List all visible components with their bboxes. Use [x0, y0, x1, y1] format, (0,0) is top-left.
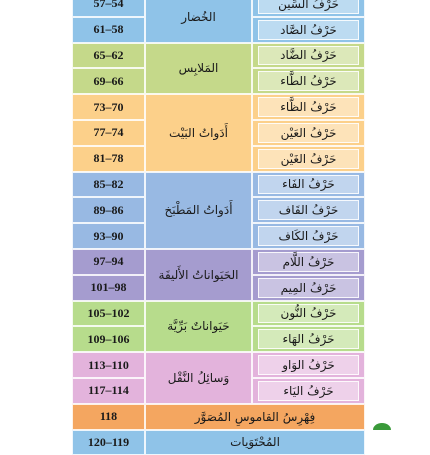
letter-bg — [252, 120, 365, 146]
page: {"sections":[ {"title":"الخُضار","color"… — [72, 0, 391, 455]
letter-bg — [252, 378, 365, 404]
page-range: 57–54 — [72, 0, 145, 17]
section-title: حَيَواناتٌ بَرِّيَّة — [145, 300, 252, 353]
page-range: 120–119 — [72, 429, 145, 455]
page-range: 69–66 — [72, 68, 145, 95]
letter-bg — [252, 16, 365, 43]
letter-name: حَرْفُ الضَّاد — [258, 45, 359, 66]
letter-name: حَرْفُ الطَّاء — [258, 71, 359, 92]
letter-bg — [252, 223, 365, 249]
page-range: 65–62 — [72, 42, 145, 69]
page-range: 61–58 — [72, 16, 145, 43]
letter-bg — [252, 42, 365, 69]
page-range: 73–70 — [72, 94, 145, 120]
leaf — [373, 423, 391, 430]
letter-bg — [252, 352, 365, 378]
letter-bg — [252, 145, 365, 172]
section-title: فِهْرِسُ القاموسِ المُصَوَّر — [145, 403, 365, 430]
page-range: 118 — [72, 403, 145, 430]
letter-bg — [252, 326, 365, 353]
letter-bg — [252, 300, 365, 327]
section-title: المَلابِس — [145, 42, 252, 95]
letter-bg — [252, 197, 365, 224]
letter-bg — [252, 68, 365, 95]
corner-icon — [373, 423, 391, 430]
letter-name: حَرْفُ المِيم — [258, 277, 359, 298]
letter-name: حَرْفُ الهَاء — [258, 329, 359, 350]
page-range: 113–110 — [72, 352, 145, 378]
page-range: 81–78 — [72, 145, 145, 172]
page-range: 77–74 — [72, 120, 145, 146]
letter-bg — [252, 249, 365, 275]
letter-name: حَرْفُ اللَّام — [258, 252, 359, 272]
letter-name: حَرْفُ العَيْن — [258, 123, 359, 143]
letter-name: حَرْفُ الغَيْن — [258, 148, 359, 169]
letter-bg — [252, 171, 365, 198]
page-range: 117–114 — [72, 378, 145, 404]
page-range: 93–90 — [72, 223, 145, 249]
letter-bg — [252, 94, 365, 120]
letter-name: حَرْفُ الوَاو — [258, 355, 359, 375]
page-range: 89–86 — [72, 197, 145, 224]
section-title: وَسائِلُ النَّقْل — [145, 352, 252, 404]
page-range: 101–98 — [72, 274, 145, 301]
letter-name: حَرْفُ القَاف — [258, 200, 359, 221]
letter-name: حَرْفُ السِّين — [258, 0, 359, 14]
page-range: 105–102 — [72, 300, 145, 327]
page-range: 109–106 — [72, 326, 145, 353]
letter-name: حَرْفُ الفَاء — [258, 174, 359, 195]
letter-name: حَرْفُ الصَّاد — [258, 19, 359, 40]
letter-bg — [252, 0, 365, 17]
letter-name: حَرْفُ الظَّاء — [258, 97, 359, 117]
letter-name: حَرْفُ الكَاف — [258, 226, 359, 246]
letter-name: حَرْفُ اليَاء — [258, 381, 359, 401]
section-title: الخُضار — [145, 0, 252, 43]
section-title: المُحْتَوَيات — [145, 429, 365, 455]
section-title: الحَيَواناتُ الأَليفَة — [145, 249, 252, 301]
letter-name: حَرْفُ النُّون — [258, 303, 359, 324]
page-range: 97–94 — [72, 249, 145, 275]
page-range: 85–82 — [72, 171, 145, 198]
section-title: أَدَواتُ المَطْبَخ — [145, 171, 252, 249]
section-title: أَدَواتُ البَيْت — [145, 94, 252, 172]
letter-bg — [252, 274, 365, 301]
